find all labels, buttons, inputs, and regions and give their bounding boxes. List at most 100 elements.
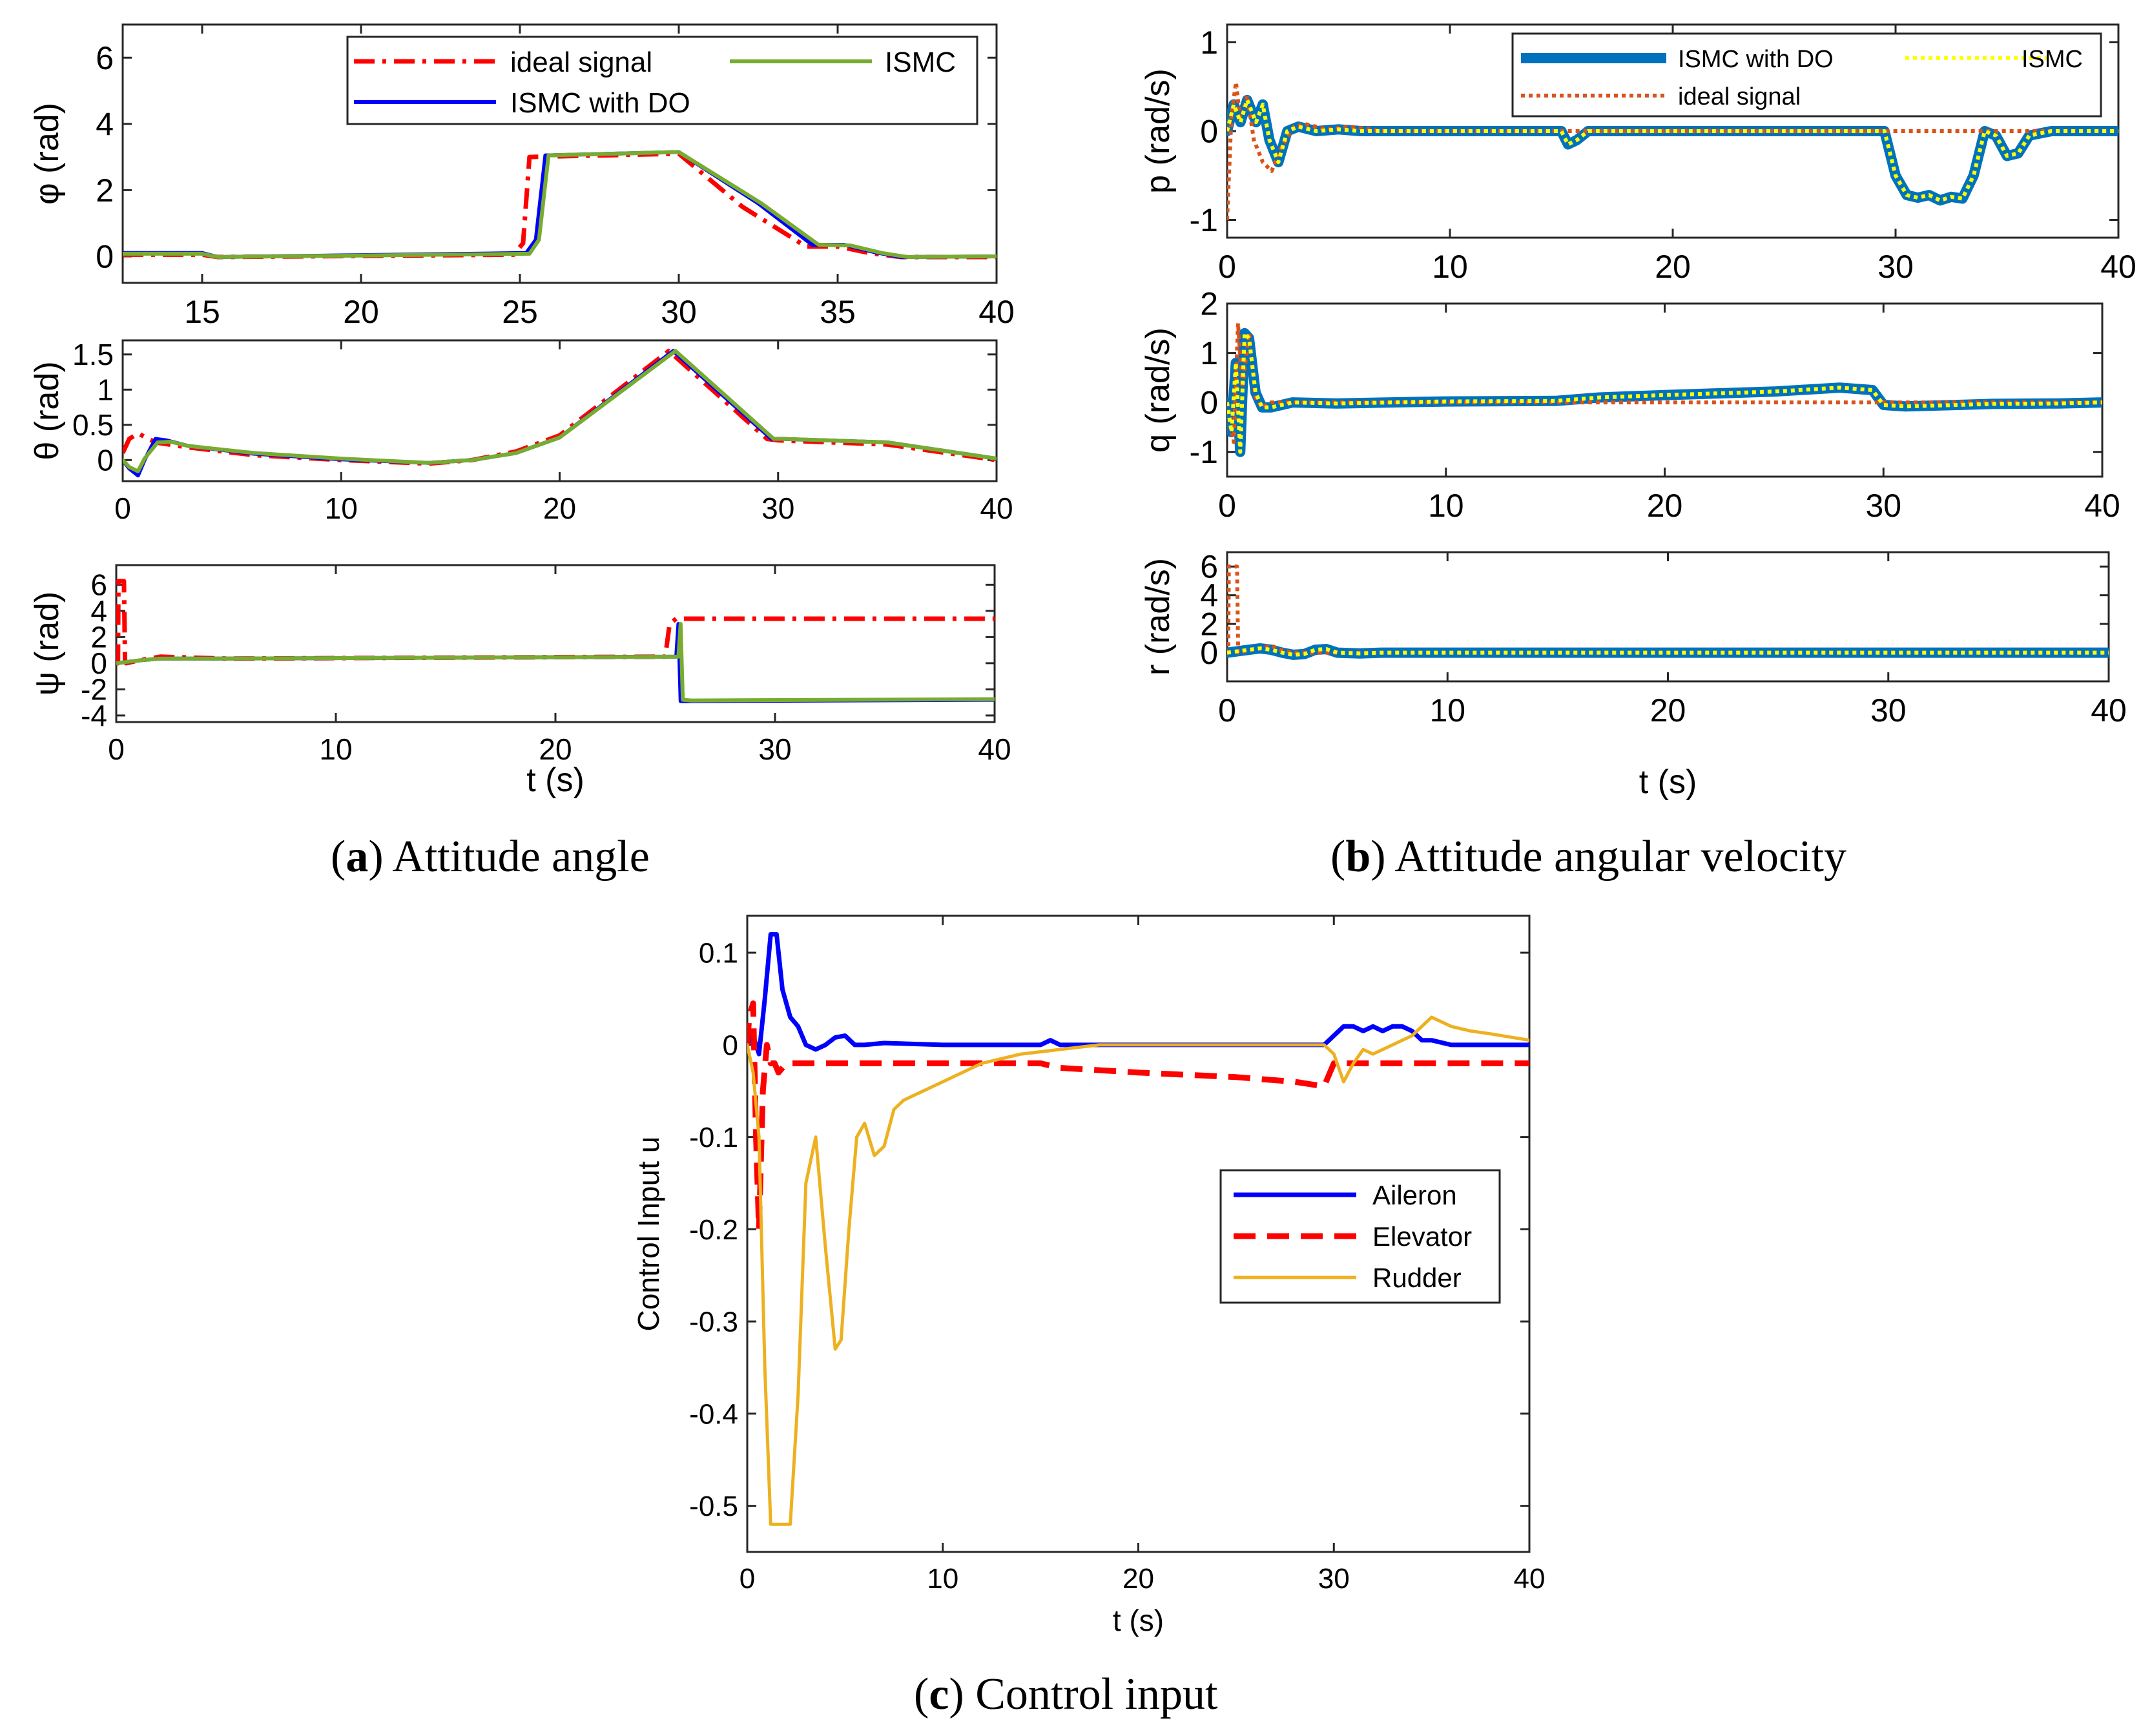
x-tick-label-c-10: 10 [927, 1563, 958, 1595]
legend-box-a1 [346, 36, 978, 125]
x-tick-label-b1-10: 10 [1432, 249, 1468, 285]
y-tick-label-a1-6: 6 [96, 40, 114, 76]
y-tick-label-c-0-1: 0.1 [699, 938, 738, 969]
chart-a1: 15 20 25 30 35 40 0 2 4 6 φ (rad) ideal signal ISMC I… [28, 23, 1015, 330]
x-tick-label-a3-40: 40 [978, 732, 1011, 766]
y-axis-label-a1: φ (rad) [28, 103, 66, 205]
y-tick-label-a3-2: -2 [81, 672, 107, 706]
y-tick-label-b1-1: -1 [1190, 202, 1218, 238]
x-tick-label-b3-20: 20 [1650, 692, 1686, 728]
series-group-a3 [116, 579, 995, 703]
plot-area-a2 [121, 339, 998, 482]
caption-c: (c) Control input [914, 1669, 1218, 1719]
y-tick-label-b2-2: 2 [1200, 286, 1218, 322]
x-tick-label-a3-30: 30 [758, 732, 791, 766]
x-tick-label-b1-0: 0 [1218, 249, 1236, 285]
x-tick-label-a3-20: 20 [539, 732, 572, 766]
legend-label-a1-ismc-with-do: ISMC with DO [510, 87, 690, 119]
legend-box-b1 [1511, 32, 2102, 118]
caption-b: (b) Attitude angular velocity [1330, 832, 1846, 882]
x-tick-label-c-0: 0 [740, 1563, 755, 1595]
y-tick-label-b2-1: 1 [1200, 335, 1218, 371]
series-group-b1 [1227, 80, 2118, 220]
y-tick-label-c-0-3: -0.3 [689, 1307, 738, 1338]
x-tick-label-b2-40: 40 [2084, 488, 2120, 524]
x-tick-label-a2-10: 10 [325, 491, 358, 525]
x-tick-label-b1-20: 20 [1655, 249, 1691, 285]
x-tick-label-b2-30: 30 [1865, 488, 1901, 524]
y-tick-label-a1-4: 4 [96, 106, 114, 142]
series-group-a2 [123, 348, 997, 478]
y-tick-label-a2-0-5: 0.5 [72, 408, 114, 442]
y-axis-label-b3: r (rad/s) [1139, 558, 1177, 676]
chart-c: 0 10 20 30 40 -0.5 -0.4 -0.3 -0.2 -0.1 0 0.1 Control… [632, 914, 1546, 1637]
caption-b-text: Attitude angular velocity [1385, 832, 1846, 882]
y-tick-label-a2-0: 0 [97, 443, 114, 477]
x-tick-label-b3-10: 10 [1429, 692, 1465, 728]
x-tick-label-a2-30: 30 [761, 491, 794, 525]
y-axis-label-a2: θ (rad) [28, 361, 66, 460]
x-tick-label-b2-0: 0 [1218, 488, 1236, 524]
y-tick-label-a3-0: 0 [90, 646, 107, 680]
series-line-a1-ismc [123, 150, 997, 259]
series-line-a3-ideal-signal [116, 579, 995, 666]
x-tick-label-a2-20: 20 [543, 491, 576, 525]
x-tick-label-b3-0: 0 [1218, 692, 1236, 728]
y-tick-label-b3-4: 4 [1200, 577, 1218, 614]
legend-label-a1-ideal-signal: ideal signal [510, 46, 652, 78]
caption-c-text: Control input [964, 1669, 1218, 1719]
y-tick-label-c-0-4: -0.4 [689, 1398, 738, 1430]
caption-b-letter: b [1345, 832, 1371, 882]
legend-label-c-elevator: Elevator [1372, 1221, 1472, 1252]
series-line-a2-ismc [123, 349, 997, 473]
legend-label-a1-ismc: ISMC [885, 46, 956, 78]
x-tick-label-a1-15: 15 [184, 294, 220, 330]
x-tick-label-a2-0: 0 [114, 491, 131, 525]
series-line-b2-ismc [1227, 331, 2102, 454]
x-tick-label-b3-40: 40 [2091, 692, 2127, 728]
y-tick-label-b2-1: -1 [1190, 434, 1218, 470]
series-group-b2 [1227, 321, 2102, 457]
y-tick-label-c-0-1: -0.1 [689, 1122, 738, 1153]
x-tick-label-a1-30: 30 [661, 294, 697, 330]
legend-label-b1-ismc-with-do: ISMC with DO [1678, 46, 1834, 73]
series-line-b3-ismc [1227, 646, 2109, 657]
series-line-a3-ismc [116, 622, 995, 703]
caption-a-letter: a [346, 832, 369, 882]
x-tick-label-c-40: 40 [1514, 1563, 1546, 1595]
series-line-c-rudder [747, 1015, 1529, 1526]
legend-label-b1-ismc: ISMC [2022, 46, 2083, 73]
y-tick-label-c-0-5: -0.5 [689, 1491, 738, 1522]
series-group-c [747, 932, 1529, 1526]
y-tick-label-b1-1: 1 [1200, 25, 1218, 61]
x-tick-label-a3-0: 0 [108, 732, 125, 766]
x-tick-label-b1-40: 40 [2100, 249, 2136, 285]
series-line-b1-ismc [1227, 98, 2118, 203]
x-tick-label-a1-20: 20 [343, 294, 379, 330]
x-tick-label-a1-25: 25 [502, 294, 538, 330]
y-tick-label-b1-0: 0 [1200, 114, 1218, 150]
y-tick-label-b3-2: 2 [1200, 606, 1218, 643]
y-tick-label-b3-6: 6 [1200, 549, 1218, 585]
series-group-b3 [1227, 564, 2109, 660]
y-axis-label-a3: ψ (rad) [28, 592, 66, 696]
plot-area-b3 [1226, 551, 2110, 683]
y-axis-label-c: Control Input u [632, 1137, 665, 1332]
y-tick-label-b2-0: 0 [1200, 385, 1218, 421]
y-tick-label-a3-6: 6 [90, 568, 107, 601]
caption-a-text: Attitude angle [383, 832, 650, 882]
x-tick-label-b2-20: 20 [1647, 488, 1683, 524]
x-axis-label-c: t (s) [1113, 1604, 1164, 1637]
legend-label-c-rudder: Rudder [1372, 1263, 1462, 1293]
series-line-b1-ideal-signal [1227, 80, 2118, 220]
x-tick-label-c-30: 30 [1318, 1563, 1350, 1595]
y-tick-label-a1-2: 2 [96, 172, 114, 209]
series-group-a1 [123, 150, 997, 260]
y-axis-label-b2: q (rad/s) [1139, 327, 1177, 453]
y-axis-label-b1: p (rad/s) [1139, 68, 1177, 194]
x-tick-label-b2-10: 10 [1428, 488, 1464, 524]
